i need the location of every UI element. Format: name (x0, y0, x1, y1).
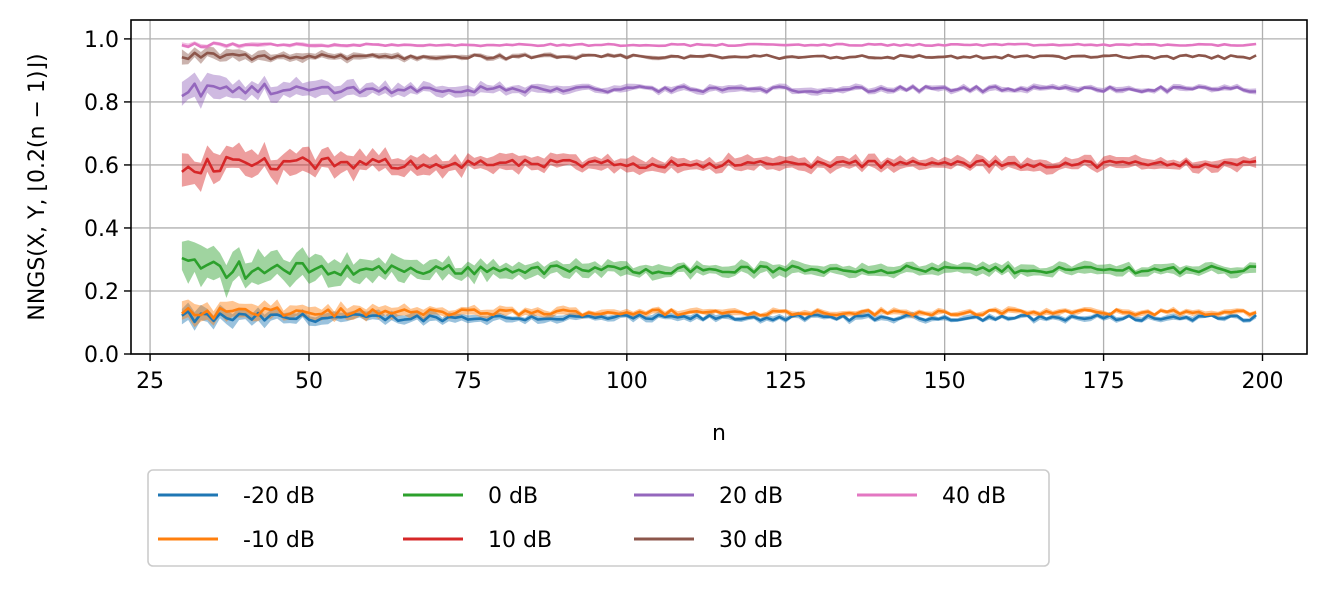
legend-label: -10 dB (243, 528, 315, 553)
band-4 (181, 72, 1257, 109)
band-2 (181, 240, 1257, 298)
series-line-0 (181, 310, 1257, 324)
x-tick-label: 125 (765, 369, 807, 394)
series-line-4 (181, 82, 1257, 98)
y-axis-label: NNGS(X, Y, ⌊0.2(n − 1)⌋) (25, 53, 50, 320)
x-tick-label: 150 (924, 369, 966, 394)
x-tick-label: 50 (295, 369, 323, 394)
legend-label: 40 dB (942, 484, 1006, 509)
legend-label: 20 dB (719, 484, 783, 509)
x-tick-label: 200 (1242, 369, 1284, 394)
x-tick-label: 75 (454, 369, 482, 394)
legend: -20 dB -10 dB 0 dB 10 dB 20 dB 30 dB 40 dB (147, 469, 1050, 567)
y-tick-label: 0.0 (84, 343, 119, 368)
series-lines (181, 41, 1257, 324)
series-line-3 (181, 155, 1257, 175)
y-tick-label: 0.4 (84, 217, 119, 242)
legend-label: 0 dB (488, 484, 538, 509)
x-tick-label: 25 (136, 369, 164, 394)
series-line-1 (181, 306, 1257, 320)
x-tick-label: 100 (606, 369, 648, 394)
y-tick-label: 0.8 (84, 91, 119, 116)
y-tick-label: 0.6 (84, 154, 119, 179)
band-5 (181, 46, 1257, 65)
x-tick-label: 175 (1083, 369, 1125, 394)
series-line-6 (181, 41, 1257, 49)
axis-ticks: 25 50 75 100 125 150 175 200 0.0 0.2 0.4 0.6 0.8 1.0 (84, 28, 1284, 394)
legend-frame (147, 469, 1050, 567)
plot-frame (130, 19, 1308, 355)
y-tick-label: 0.2 (84, 280, 119, 305)
legend-label: 10 dB (488, 528, 552, 553)
legend-label: -20 dB (243, 484, 315, 509)
series-line-2 (181, 256, 1257, 280)
series-line-5 (181, 51, 1257, 61)
y-tick-label: 1.0 (84, 28, 119, 53)
x-axis-label: n (712, 421, 726, 446)
legend-label: 30 dB (719, 528, 783, 553)
